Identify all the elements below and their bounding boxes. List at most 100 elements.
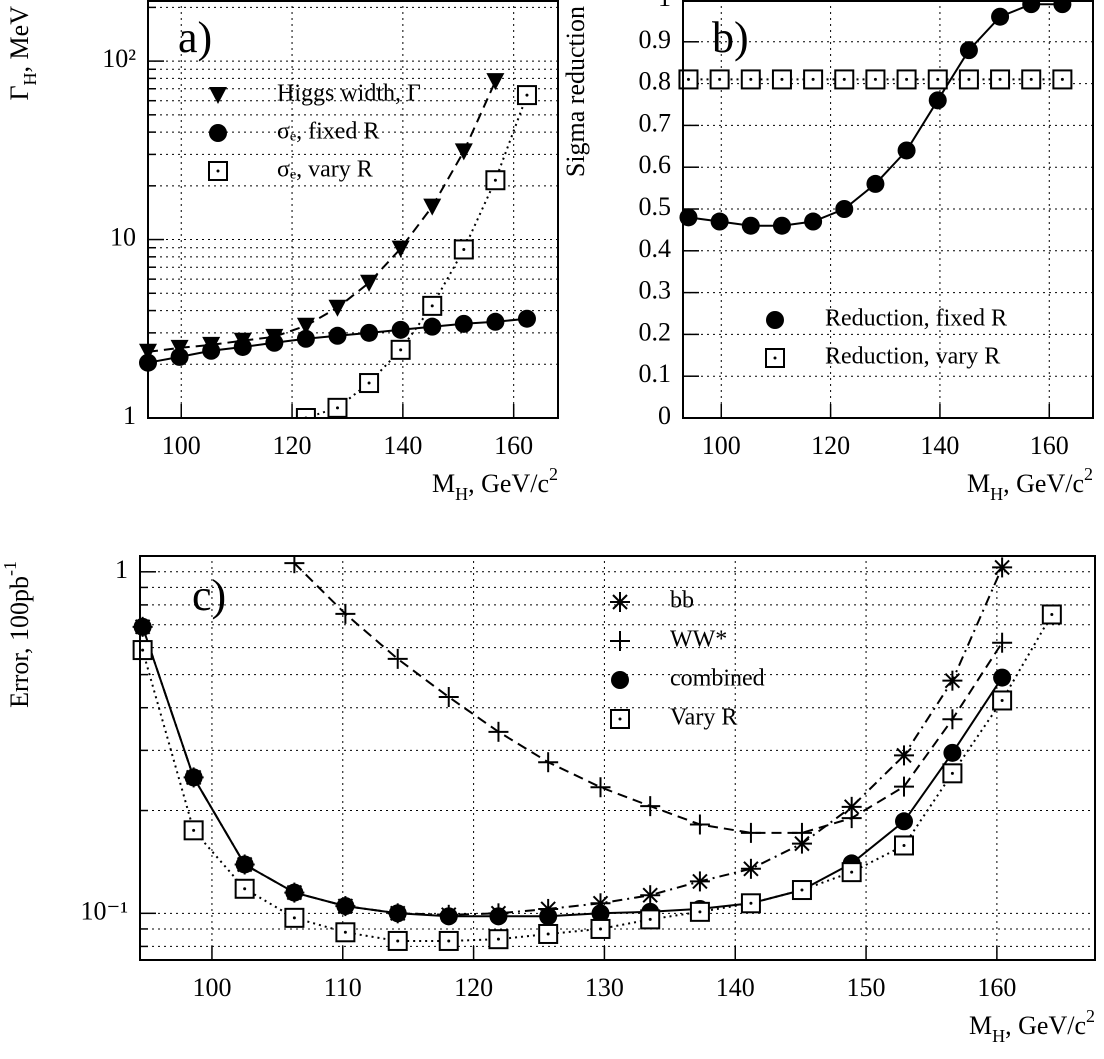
- marker-circle: [766, 311, 784, 329]
- data-point: [234, 878, 255, 899]
- marker-circle: [133, 617, 152, 636]
- data-point: [958, 69, 979, 90]
- data-point: [359, 373, 380, 394]
- x-tick-label: 160: [1030, 431, 1069, 460]
- legend-label: WW*: [670, 627, 727, 653]
- marker-circle: [1053, 0, 1072, 14]
- marker-dot: [496, 937, 500, 941]
- data-point: [841, 862, 862, 883]
- data-point: [865, 69, 886, 90]
- data-point: [327, 397, 348, 418]
- marker-circle: [439, 907, 458, 926]
- marker-dot: [905, 77, 909, 81]
- marker-triangle: [454, 143, 473, 161]
- data-point: [942, 709, 963, 730]
- marker-circle: [835, 200, 854, 218]
- y-tick-label: 10: [110, 223, 136, 252]
- data-point: [741, 216, 760, 235]
- marker-circle: [184, 768, 203, 787]
- marker-circle: [772, 216, 791, 235]
- marker-circle: [517, 309, 536, 328]
- x-axis-label: MH, GeV/c2: [969, 1006, 1095, 1046]
- marker-circle: [336, 897, 355, 916]
- data-point: [928, 91, 947, 110]
- marker-circle: [895, 812, 913, 831]
- data-point: [170, 347, 189, 366]
- x-axis-label-part: , GeV/c: [468, 469, 549, 498]
- data-point: [202, 341, 221, 360]
- marker-dot: [780, 77, 784, 81]
- marker-dot: [343, 930, 347, 934]
- marker-dot: [243, 887, 247, 891]
- data-point: [791, 822, 812, 843]
- data-point: [265, 333, 284, 352]
- data-point: [184, 768, 203, 787]
- x-tick-label: 120: [273, 431, 312, 460]
- data-point: [488, 721, 509, 742]
- legend-marker: [208, 161, 228, 181]
- data-point: [328, 299, 347, 317]
- data-point: [285, 883, 304, 902]
- marker-dot: [447, 939, 451, 943]
- legend-marker: [611, 671, 629, 689]
- y-tick-label: 0.1: [639, 359, 672, 388]
- y-tick-label: 0.3: [639, 276, 672, 305]
- data-point: [990, 69, 1011, 90]
- x-axis-label-part: M: [967, 469, 990, 498]
- marker-dot: [749, 901, 753, 905]
- data-point: [454, 314, 473, 333]
- marker-dot: [967, 77, 971, 81]
- x-tick-label: 160: [494, 431, 533, 460]
- data-point: [328, 326, 347, 345]
- plot-area: [132, 555, 1062, 951]
- data-point: [1052, 69, 1073, 90]
- marker-dot: [141, 648, 145, 652]
- data-point: [1021, 69, 1042, 90]
- axes-frame: [147, 0, 559, 419]
- data-point: [991, 7, 1010, 26]
- x-axis-label-part: , GeV/c: [1003, 469, 1084, 498]
- data-point: [992, 690, 1013, 711]
- data-point: [296, 329, 315, 348]
- marker-triangle: [360, 274, 379, 292]
- data-point: [740, 893, 761, 914]
- data-point: [740, 69, 761, 90]
- marker-circle: [928, 91, 947, 110]
- marker-circle: [710, 212, 729, 231]
- marker-circle: [489, 907, 508, 926]
- marker-circle: [486, 312, 505, 331]
- x-tick-label: 120: [454, 973, 493, 1002]
- marker-dot: [216, 169, 220, 173]
- data-point: [803, 69, 824, 90]
- data-point: [689, 871, 710, 892]
- marker-circle: [209, 124, 227, 142]
- panel: 100 110 120 130 140 150 160 10⁻¹ 1 MH, GeV/c2 Erro…: [0, 555, 1096, 1046]
- series-line: [141, 626, 1003, 918]
- data-point: [896, 69, 917, 90]
- marker-triangle: [391, 240, 410, 258]
- marker-stroke: [896, 747, 912, 764]
- data-point: [927, 69, 948, 90]
- data-point: [438, 686, 459, 707]
- legend-label: Reduction, fixed R: [825, 306, 1007, 332]
- panel-label: a): [178, 13, 212, 62]
- data-point: [336, 897, 355, 916]
- x-tick-label: 120: [811, 431, 850, 460]
- marker-dot: [462, 247, 466, 251]
- data-point: [640, 796, 661, 817]
- marker-circle: [285, 883, 304, 902]
- marker-triangle: [296, 317, 315, 335]
- marker-triangle: [423, 198, 442, 216]
- data-point: [804, 212, 823, 231]
- y-axis-label-part: -1: [0, 561, 20, 576]
- y-tick-label: 0.5: [639, 192, 672, 221]
- marker-dot: [811, 77, 815, 81]
- panel: 100 120 140 160 0 0.1 0.2 0.3 0.4 0.5 0.6 0.7 0.8 0.9…: [561, 0, 1094, 504]
- x-tick-label: 150: [847, 973, 886, 1002]
- data-point: [438, 930, 459, 951]
- data-point: [894, 776, 914, 797]
- marker-circle: [959, 41, 978, 60]
- y-axis-label: ΓH, MeV: [5, 6, 40, 101]
